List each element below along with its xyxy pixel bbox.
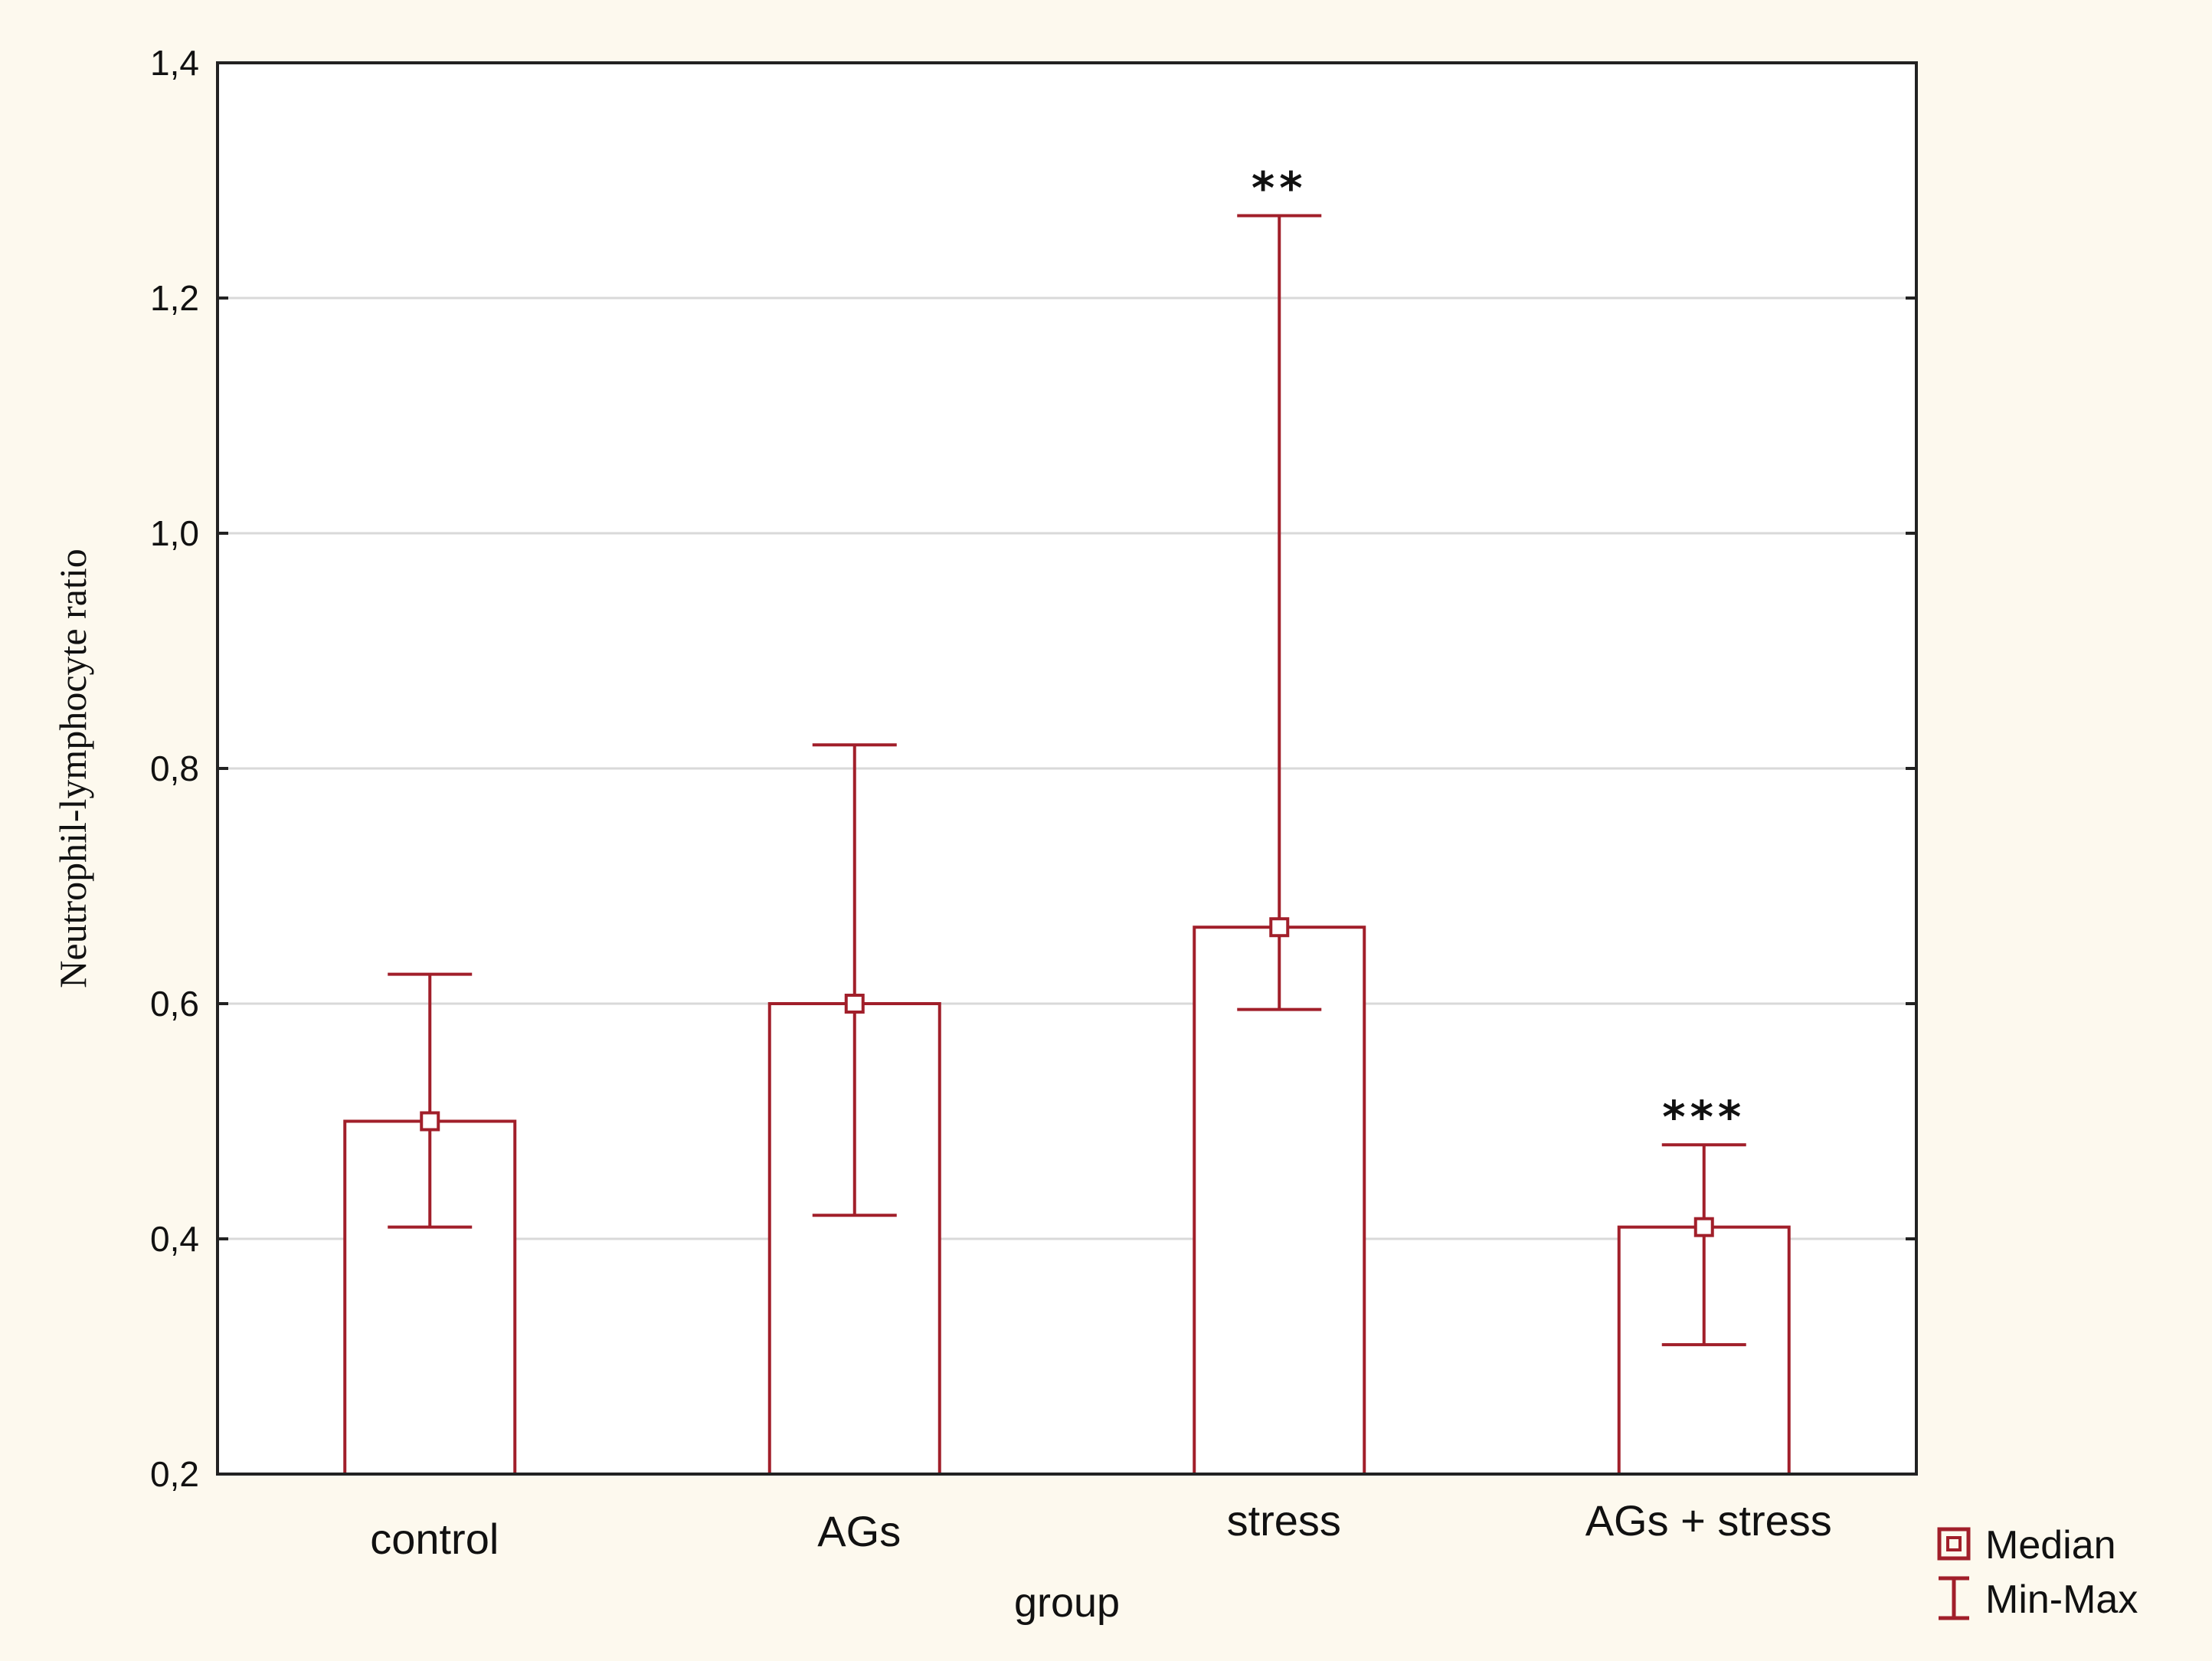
significance-annotation: *** [1662, 1091, 1746, 1143]
median-marker [1693, 1217, 1714, 1237]
significance-annotation: ** [1252, 162, 1307, 215]
x-category-label: AGs + stress [1585, 1496, 1832, 1545]
y-axis-title: Neutrophil-lymphocyte ratio [51, 549, 94, 988]
y-tick-label: 0,4 [150, 1219, 199, 1259]
x-axis-category-labels: control AGs stress AGs + stress [370, 1496, 1832, 1563]
x-axis-title: group [1014, 1580, 1120, 1626]
x-category-label: stress [1227, 1496, 1341, 1545]
y-tick-label: 0,6 [150, 984, 199, 1024]
y-tick-label: 1,0 [150, 513, 199, 553]
legend: Median Min-Max [1937, 1523, 2138, 1622]
bar [1193, 926, 1366, 1476]
y-tick-label: 0,2 [150, 1454, 199, 1494]
error-bars-layer [388, 214, 1746, 1347]
median-marker [1269, 917, 1290, 938]
legend-minmax-label: Min-Max [1985, 1577, 2138, 1622]
legend-median-label: Median [1985, 1523, 2116, 1568]
y-tick-label: 1,2 [150, 278, 199, 318]
x-category-label: control [370, 1515, 499, 1563]
median-marker [420, 1111, 440, 1132]
legend-median-marker-inner [1946, 1536, 1962, 1551]
x-category-label: AGs [817, 1507, 901, 1555]
y-axis-ticks: 0,2 0,4 0,6 0,8 1,0 1,2 1,4 [150, 43, 1916, 1494]
median-marker [844, 994, 865, 1014]
y-tick-label: 0,8 [150, 749, 199, 788]
significance-annotations: ***** [1252, 162, 1746, 1144]
y-tick-label: 1,4 [150, 43, 199, 83]
legend-median-marker [1937, 1527, 1971, 1561]
